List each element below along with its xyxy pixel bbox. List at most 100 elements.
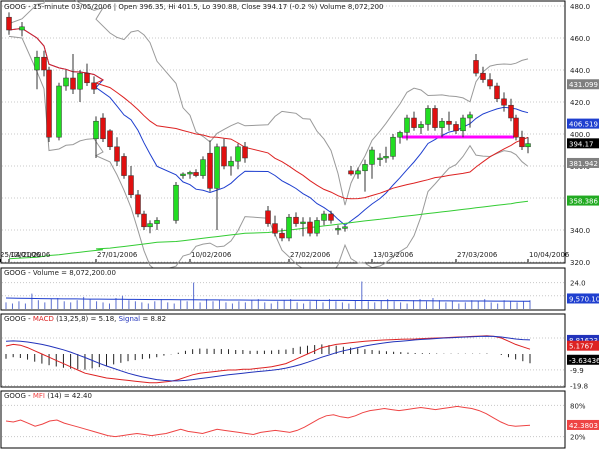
candle-down [193,172,199,176]
candle-up [390,136,396,157]
x-tick-label: 13/03/2006 [373,251,414,259]
candle-up [425,108,431,125]
last-value-badge [567,157,599,168]
bollinger-upper-band [8,0,529,206]
candle-down [453,124,459,132]
last-value-label: 9,570.10 [569,295,600,303]
mfi-line [5,405,531,438]
candle-down [100,117,106,140]
macd-panel: GOOG - MACD (13,25,8) = 5.18, Signal = 8… [0,313,600,391]
candle-down [6,16,12,31]
candle-down [46,69,52,138]
candle-down [70,77,76,90]
candle-down [107,130,113,148]
volume-panel-title: GOOG - Volume = 8,072,200.00 [4,269,116,277]
mfi-panel: GOOG - MFI (14) = 42.40 80% 20% 42.3803 [0,390,599,449]
candle-down [307,221,313,234]
volume-average-line [5,297,530,302]
price-panel-title: GOOG - 15-minute 03/05/2006 | Open 396.3… [4,3,383,11]
moving-average-short [8,27,529,226]
candle-up [235,146,241,162]
last-value-badge [567,334,599,345]
last-value-badge [567,340,599,351]
moving-average-medium [8,27,529,200]
candle-up [154,220,160,224]
candle-up [355,170,361,175]
macd-title-prefix: GOOG - [4,315,33,323]
candle-up [335,228,341,231]
candle-up [214,146,220,189]
candle-down [473,60,479,74]
candle-up [63,77,69,87]
y-tick-label: -9.9 [570,367,584,375]
x-tick-label: 12/01/2006 [10,251,51,259]
macd-title-label: MACD [33,315,54,323]
candle-down [272,223,278,234]
x-tick-label: 25/04/2006 [0,251,41,259]
candle-down [265,210,271,224]
candle-down [221,146,227,167]
candle-down [446,120,452,125]
price-panel: GOOG - 15-minute 03/05/2006 | Open 396.3… [0,0,599,277]
candle-up [460,117,466,132]
x-tick-label: 10/02/2006 [191,251,232,259]
mfi-title-value: (14) = 42.40 [45,392,92,400]
candle-down [128,175,134,196]
macd-signal-label: Signal [119,315,141,323]
candle-up [77,72,83,90]
candle-down [348,170,354,175]
candle-up [383,156,389,159]
last-value-badge [567,419,599,430]
candle-down [293,216,299,224]
candle-up [286,216,292,239]
candle-up [300,221,306,224]
candle-up [34,56,40,71]
macd-signal-value: = 8.82 [140,315,166,323]
candle-up [439,120,445,128]
candle-down [84,72,90,84]
x-tick-label: 27/03/2006 [457,251,498,259]
last-value-badge [567,118,599,129]
x-tick-label: 27/01/2006 [97,251,138,259]
y-tick-label: 80% [570,402,586,410]
macd-panel-title: GOOG - MACD (13,25,8) = 5.18, Signal = 8… [4,315,166,323]
mfi-title-label: MFI [33,392,45,400]
last-value-label: 42.3803 [569,422,598,430]
y-tick-label: -19.8 [570,383,588,391]
candle-down [207,152,213,189]
candle-down [114,146,120,162]
last-value-badge [567,293,599,304]
candle-up [418,124,424,128]
candle-down [135,194,141,215]
candle-down [411,117,417,128]
candle-down [494,85,500,100]
last-value-badge [567,195,599,206]
last-value-badge [567,138,599,149]
candle-down [242,146,248,159]
y-tick-label: 340.0 [570,227,590,235]
last-value-badge [567,79,599,90]
last-value-label: 431.099 [569,81,598,89]
y-tick-label: 480.0 [570,3,590,11]
last-value-badge [567,354,599,365]
candle-up [19,26,25,31]
candle-up [228,160,234,167]
candle-up [342,226,348,229]
last-value-label: 394.17 [569,140,594,148]
y-tick-label: 420.0 [570,99,590,107]
candle-down [508,104,514,119]
macd-series-signal [5,335,531,382]
y-tick-label: 24.0 [570,280,586,288]
candle-up [314,220,320,234]
bollinger-lower-band [8,35,529,277]
candle-up [525,143,531,148]
y-tick-label: 460.0 [570,35,590,43]
last-value-label: 381.942 [569,160,598,168]
candle-up [467,114,473,119]
candle-up [200,159,206,176]
candle-up [180,173,186,176]
candle-up [397,132,403,138]
candle-down [141,213,147,228]
